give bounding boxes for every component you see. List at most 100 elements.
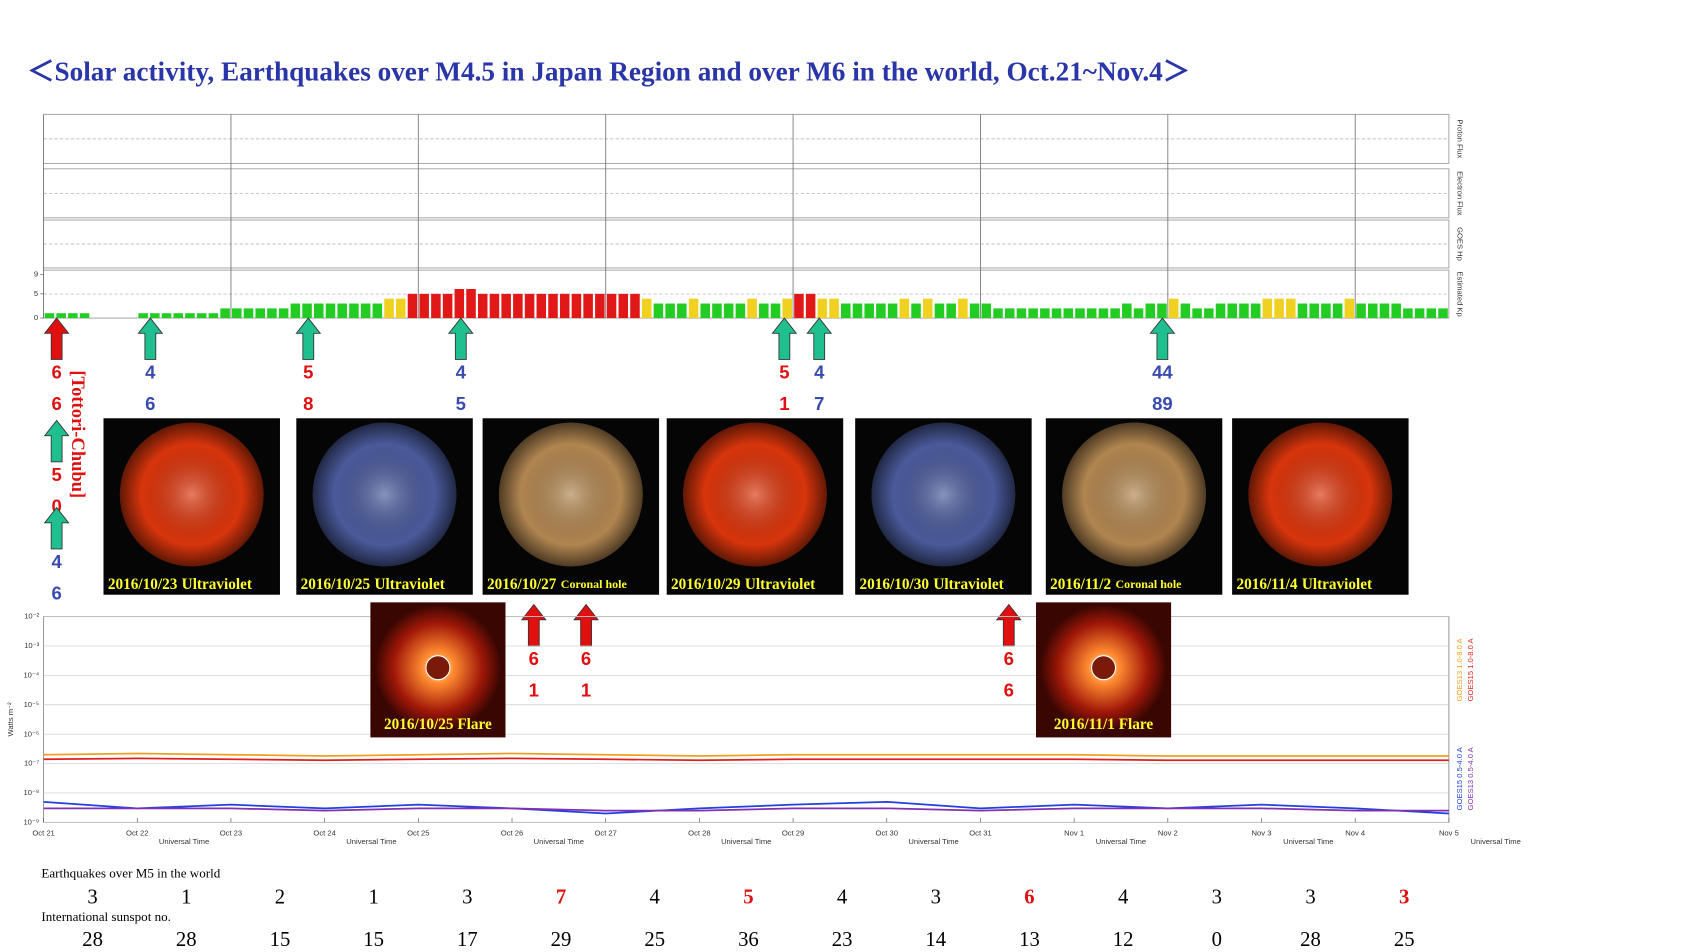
kp-bar [1098, 308, 1109, 319]
kp-bar [1157, 303, 1167, 319]
image-caption: 2016/10/25 Ultraviolet [301, 573, 446, 593]
kp-bar [196, 313, 207, 319]
kp-bar [981, 303, 992, 319]
arrow [806, 317, 833, 360]
kp-bar [79, 313, 90, 319]
kp-bar [1110, 308, 1120, 319]
kp-bar [665, 303, 675, 319]
kp-bar [1180, 303, 1191, 319]
kp-bar [1309, 303, 1319, 319]
kp-bar [969, 303, 980, 319]
quake-count: 3 [1399, 886, 1409, 908]
kp-bar [1391, 303, 1401, 319]
caption-kind: Ultraviolet [375, 575, 446, 592]
kp-bar [1250, 303, 1261, 319]
kp-bar [887, 303, 898, 319]
sunspot-count: 23 [832, 929, 853, 951]
kp-bar [290, 303, 301, 319]
y-axis-label: Watts m⁻² [6, 702, 15, 737]
kp-bar [278, 308, 289, 319]
image-caption: 2016/11/4 Ultraviolet [1236, 573, 1373, 593]
caption-kind: Ultraviolet [1302, 575, 1373, 592]
kp-bar [407, 293, 418, 319]
quake-count: 5 [743, 886, 753, 908]
x-tick-label: Oct 24 [313, 828, 336, 837]
kp-bar [630, 293, 640, 319]
magnitude-label: 5 [456, 393, 466, 414]
image-caption: 2016/11/2 Coronal hole [1050, 573, 1181, 593]
quake-count: 7 [556, 886, 566, 908]
magnitude-label: 6 [51, 362, 61, 383]
sun-shade [498, 422, 643, 567]
quake-count: 3 [931, 886, 941, 908]
arrow [520, 603, 547, 647]
kp-bar [1426, 308, 1437, 319]
occulter [1091, 655, 1117, 681]
sun-shade [1062, 422, 1206, 567]
sunspot-count: 28 [176, 929, 197, 951]
magnitude-label: 6 [1004, 680, 1014, 701]
kp-bar [876, 303, 886, 319]
kp-bar [723, 303, 734, 319]
caption-date: 2016/10/30 [860, 575, 930, 592]
y-tick-label: 10⁻⁵ [24, 700, 40, 709]
magnitude-label: 6 [51, 393, 61, 414]
kp-bar [349, 303, 359, 319]
kp-bar [841, 303, 851, 319]
kp-bar [770, 303, 781, 319]
kp-bar [255, 308, 265, 319]
kp-bar [173, 313, 184, 319]
kp-bar [922, 298, 933, 319]
kp-bar [360, 303, 371, 319]
kp-bar [548, 293, 558, 319]
arrow [1149, 317, 1176, 360]
xray-line [43, 757, 1449, 762]
kp-bar [466, 289, 476, 319]
kp-bar [1332, 303, 1343, 319]
x-axis-label: Universal Time [534, 837, 584, 846]
caption-date: 2016/10/29 [671, 575, 741, 592]
panel-label: Estimated Kp [1456, 271, 1465, 316]
arrow [295, 317, 322, 360]
kp-bar [1040, 308, 1050, 319]
x-tick-label: Oct 25 [407, 828, 429, 837]
kp-bar [208, 313, 219, 319]
x-tick-label: Nov 1 [1064, 828, 1084, 837]
x-tick-label: Oct 23 [220, 828, 242, 837]
caption-kind: Ultraviolet [745, 575, 816, 592]
magnitude-label: 0 [51, 495, 61, 516]
quake-count: 1 [368, 886, 378, 908]
y-tick-label: 10⁻⁶ [24, 729, 40, 738]
quake-count: 6 [1024, 886, 1034, 908]
kp-bar [747, 298, 757, 319]
x-tick-label: Nov 2 [1158, 828, 1178, 837]
kp-bar [852, 303, 863, 319]
kp-bar [1262, 298, 1273, 319]
caption-date: 2016/10/27 [487, 575, 557, 592]
x-tick-label: Oct 31 [969, 828, 991, 837]
kp-bar [1356, 303, 1366, 319]
kp-bar [44, 313, 55, 319]
kp-bar [1063, 308, 1074, 319]
quake-count: 3 [1212, 886, 1222, 908]
kp-bar [56, 313, 66, 319]
kp-bar [395, 298, 406, 319]
magnitude-label: 4 [51, 551, 62, 572]
caption-kind: Ultraviolet [933, 575, 1004, 592]
kp-bar [1379, 303, 1390, 319]
x-tick-label: Oct 22 [126, 828, 148, 837]
magnitude-label: 8 [303, 393, 313, 414]
sunspot-count: 13 [1019, 929, 1040, 951]
arrow [771, 317, 798, 360]
kp-bar [1192, 308, 1202, 319]
legend-entry: GOES15 0.5-4.0 A [1455, 746, 1464, 810]
kp-bar [993, 308, 1003, 319]
sunspot-count: 17 [457, 929, 478, 951]
kp-bar [1133, 308, 1144, 319]
kp-bar [606, 293, 617, 319]
kp-bar [1145, 303, 1156, 319]
kp-bar [911, 303, 921, 319]
sunspot-count: 15 [363, 929, 384, 951]
magnitude-label: 89 [1152, 393, 1173, 414]
kp-bar [232, 308, 242, 319]
